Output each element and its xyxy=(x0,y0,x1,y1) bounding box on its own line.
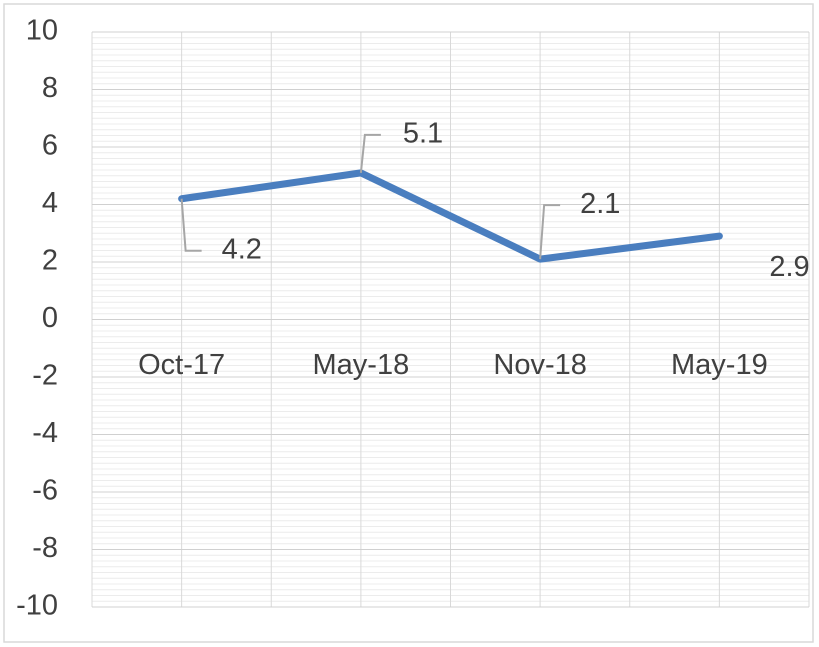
leader-line xyxy=(539,204,561,260)
y-tick-label: 10 xyxy=(26,15,58,47)
y-tick-label: -6 xyxy=(32,475,58,507)
data-label: 2.1 xyxy=(580,188,620,220)
data-label: 2.9 xyxy=(769,251,809,283)
y-tick-label: -10 xyxy=(16,590,58,622)
leader-line xyxy=(180,198,202,252)
y-tick-label: -8 xyxy=(32,532,58,564)
x-tick-label: Oct-17 xyxy=(138,349,225,381)
y-tick-label: -2 xyxy=(32,360,58,392)
y-tick-label: 6 xyxy=(42,130,58,162)
chart-border xyxy=(3,3,814,643)
leader-line xyxy=(359,133,381,173)
y-tick-label: 8 xyxy=(42,72,58,104)
data-line xyxy=(178,169,723,263)
data-label: 5.1 xyxy=(403,118,443,150)
x-tick-label: May-19 xyxy=(671,349,768,381)
x-tick-label: Nov-18 xyxy=(493,349,587,381)
y-tick-label: 2 xyxy=(42,245,58,277)
y-tick-label: 0 xyxy=(42,302,58,334)
x-tick-label: May-18 xyxy=(313,349,410,381)
y-tick-label: -4 xyxy=(32,417,58,449)
data-label: 4.2 xyxy=(222,233,262,265)
y-tick-label: 4 xyxy=(42,187,58,219)
